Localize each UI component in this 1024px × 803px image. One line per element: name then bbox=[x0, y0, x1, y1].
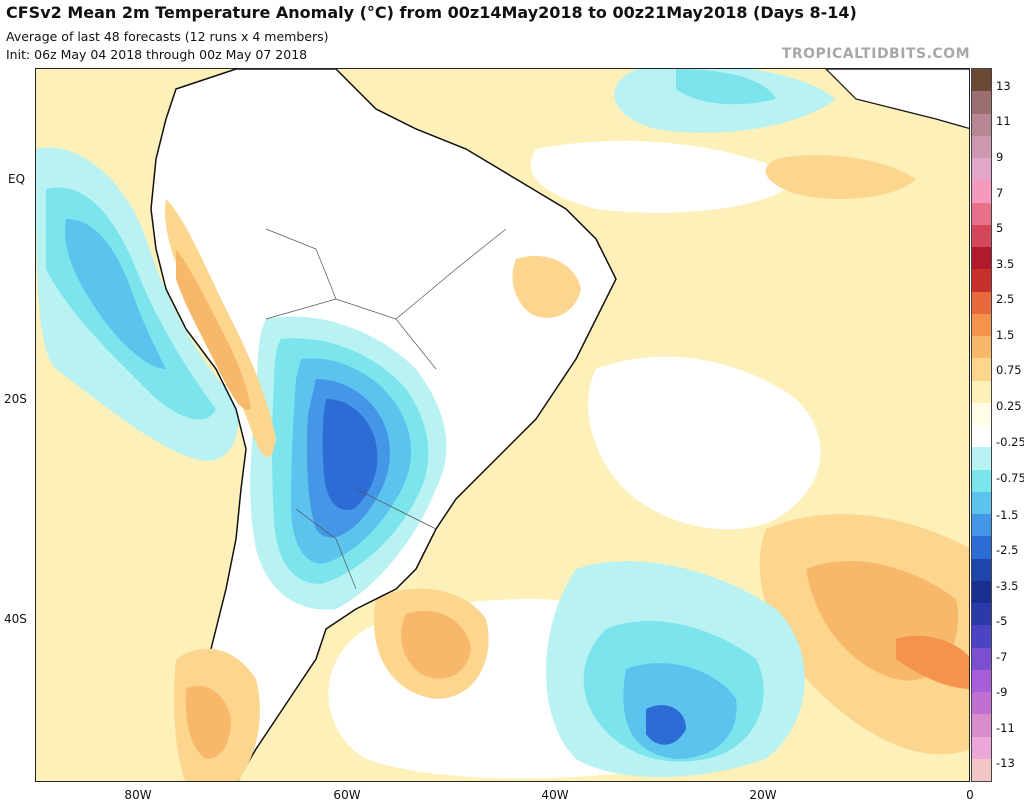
colorbar-label: -1.5 bbox=[996, 508, 1019, 522]
colorbar-label: -5 bbox=[996, 614, 1008, 628]
map-subtitle-forecasts: Average of last 48 forecasts (12 runs x … bbox=[6, 29, 329, 44]
colorbar-label: -0.75 bbox=[996, 471, 1024, 485]
cool-region-south-atlantic-core bbox=[646, 705, 686, 745]
colorbar-segment bbox=[972, 514, 991, 537]
colorbar-segment bbox=[972, 558, 991, 581]
colorbar-label: 0.75 bbox=[996, 363, 1022, 377]
lat-label-40s: 40S bbox=[4, 612, 27, 626]
colorbar-segment bbox=[972, 135, 991, 158]
colorbar-segment bbox=[972, 425, 991, 448]
anomaly-map bbox=[35, 68, 970, 782]
colorbar-segment bbox=[972, 692, 991, 715]
colorbar-label: -0.25 bbox=[996, 435, 1024, 449]
neutral-region-tropics bbox=[530, 140, 796, 213]
colorbar-label: 3.5 bbox=[996, 257, 1015, 271]
neutral-region-atlantic bbox=[588, 356, 821, 530]
colorbar-segment bbox=[972, 758, 991, 781]
colorbar-segment bbox=[972, 158, 991, 181]
colorbar-segment bbox=[972, 647, 991, 670]
colorbar-segment bbox=[972, 269, 991, 292]
lon-label-80w: 80W bbox=[124, 788, 152, 802]
colorbar-label: -3.5 bbox=[996, 579, 1019, 593]
brand-watermark: TROPICALTIDBITS.COM bbox=[781, 46, 970, 62]
warm-region-patagonia-core bbox=[185, 685, 231, 759]
colorbar-segment bbox=[972, 736, 991, 759]
colorbar-segment bbox=[972, 291, 991, 314]
colorbar-segment bbox=[972, 247, 991, 270]
colorbar-segment bbox=[972, 380, 991, 403]
colorbar-segment bbox=[972, 180, 991, 203]
lon-label-0: 0 bbox=[966, 788, 974, 802]
lon-label-20w: 20W bbox=[749, 788, 777, 802]
colorbar bbox=[971, 68, 992, 782]
colorbar-label: -9 bbox=[996, 685, 1008, 699]
colorbar-segment bbox=[972, 580, 991, 603]
cool-region-equatorial-core bbox=[676, 69, 776, 105]
colorbar-label: 1.5 bbox=[996, 328, 1015, 342]
lon-label-40w: 40W bbox=[541, 788, 569, 802]
lat-label-20s: 20S bbox=[4, 392, 27, 406]
warm-region-andes-core bbox=[176, 249, 251, 410]
warm-region-midatlantic bbox=[765, 155, 916, 199]
cool-region-continent-core bbox=[322, 399, 378, 510]
colorbar-segment bbox=[972, 669, 991, 692]
colorbar-segment bbox=[972, 91, 991, 114]
colorbar-label: 0.25 bbox=[996, 399, 1022, 413]
warm-region-south-atlantic-core bbox=[401, 610, 471, 679]
lon-label-60w: 60W bbox=[333, 788, 361, 802]
country-borders bbox=[265, 228, 507, 590]
colorbar-segment bbox=[972, 714, 991, 737]
map-title: CFSv2 Mean 2m Temperature Anomaly (°C) f… bbox=[6, 3, 857, 22]
colorbar-segment bbox=[972, 113, 991, 136]
lat-label-eq: EQ bbox=[8, 172, 26, 186]
colorbar-label: 13 bbox=[996, 79, 1011, 93]
colorbar-segment bbox=[972, 447, 991, 470]
warm-region-southeast-peak bbox=[896, 635, 969, 689]
colorbar-segment bbox=[972, 603, 991, 626]
colorbar-segment bbox=[972, 625, 991, 648]
colorbar-segment bbox=[972, 491, 991, 514]
colorbar-segment bbox=[972, 402, 991, 425]
colorbar-segment bbox=[972, 469, 991, 492]
colorbar-segment bbox=[972, 536, 991, 559]
colorbar-segment bbox=[972, 202, 991, 225]
colorbar-label: 2.5 bbox=[996, 292, 1015, 306]
colorbar-label: -7 bbox=[996, 650, 1008, 664]
colorbar-label: 7 bbox=[996, 186, 1004, 200]
warm-region-ne-brazil bbox=[512, 255, 581, 318]
colorbar-label: 11 bbox=[996, 114, 1011, 128]
colorbar-segment bbox=[972, 224, 991, 247]
colorbar-segment bbox=[972, 336, 991, 359]
colorbar-label: -2.5 bbox=[996, 543, 1019, 557]
colorbar-label: 5 bbox=[996, 221, 1004, 235]
africa-land bbox=[825, 69, 969, 130]
colorbar-label: 9 bbox=[996, 150, 1004, 164]
colorbar-label: -13 bbox=[996, 756, 1015, 770]
colorbar-label: -11 bbox=[996, 721, 1015, 735]
colorbar-segment bbox=[972, 69, 991, 92]
colorbar-segment bbox=[972, 313, 991, 336]
cool-region-pacific-core bbox=[65, 219, 166, 369]
colorbar-segment bbox=[972, 358, 991, 381]
map-subtitle-init: Init: 06z May 04 2018 through 00z May 07… bbox=[6, 47, 308, 62]
